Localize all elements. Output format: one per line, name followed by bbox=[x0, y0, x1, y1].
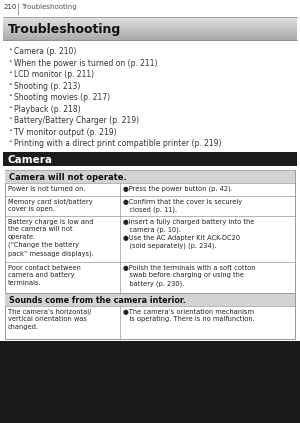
Bar bbox=[3, 19, 297, 21]
Bar bbox=[3, 25, 297, 27]
Bar bbox=[3, 23, 297, 25]
Bar bbox=[3, 37, 297, 38]
Bar bbox=[3, 32, 297, 33]
Bar bbox=[5, 293, 295, 306]
Text: Troubleshooting: Troubleshooting bbox=[8, 23, 121, 36]
Bar bbox=[5, 170, 295, 183]
Bar bbox=[3, 32, 297, 33]
Bar bbox=[3, 30, 297, 31]
Bar bbox=[3, 22, 297, 23]
Text: Poor contact between
camera and battery
terminals.: Poor contact between camera and battery … bbox=[8, 264, 81, 286]
Text: ●Confirm that the cover is securely
   closed (p. 11).: ●Confirm that the cover is securely clos… bbox=[123, 198, 242, 213]
Text: •: • bbox=[8, 127, 12, 132]
Bar bbox=[5, 170, 295, 339]
Bar bbox=[3, 27, 297, 28]
Text: TV monitor output (p. 219): TV monitor output (p. 219) bbox=[14, 127, 117, 137]
Text: Printing with a direct print compatible printer (p. 219): Printing with a direct print compatible … bbox=[14, 139, 221, 148]
Bar bbox=[3, 36, 297, 37]
Bar bbox=[3, 28, 297, 30]
Bar bbox=[3, 22, 297, 24]
Text: The camera’s horizontal/
vertical orientation was
changed.: The camera’s horizontal/ vertical orient… bbox=[8, 308, 91, 330]
Text: ●Insert a fully charged battery into the
   camera (p. 10).
●Use the AC Adapter : ●Insert a fully charged battery into the… bbox=[123, 219, 254, 249]
Bar bbox=[3, 31, 297, 32]
Text: Battery/Battery Charger (p. 219): Battery/Battery Charger (p. 219) bbox=[14, 116, 139, 125]
Bar bbox=[3, 28, 297, 29]
Text: •: • bbox=[8, 82, 12, 86]
Bar bbox=[3, 34, 297, 35]
Bar bbox=[3, 20, 297, 21]
Text: Sounds come from the camera interior.: Sounds come from the camera interior. bbox=[9, 296, 186, 305]
Text: Shooting (p. 213): Shooting (p. 213) bbox=[14, 82, 80, 91]
Bar bbox=[3, 29, 297, 30]
Text: •: • bbox=[8, 104, 12, 110]
Bar bbox=[3, 19, 297, 20]
Text: Playback (p. 218): Playback (p. 218) bbox=[14, 104, 81, 113]
Bar bbox=[3, 18, 297, 19]
Bar bbox=[3, 17, 297, 18]
Text: Camera will not operate.: Camera will not operate. bbox=[9, 173, 127, 181]
Text: Camera: Camera bbox=[8, 155, 53, 165]
Text: Power is not turned on.: Power is not turned on. bbox=[8, 186, 85, 192]
Bar bbox=[3, 36, 297, 37]
Bar bbox=[3, 152, 297, 166]
Text: •: • bbox=[8, 70, 12, 75]
Text: •: • bbox=[8, 47, 12, 52]
Bar bbox=[3, 38, 297, 39]
Bar bbox=[3, 24, 297, 25]
Text: •: • bbox=[8, 116, 12, 121]
Bar bbox=[3, 26, 297, 27]
Text: ●The camera’s orientation mechanism
   is operating. There is no malfunction.: ●The camera’s orientation mechanism is o… bbox=[123, 308, 255, 322]
Text: Memory card slot/battery
cover is open.: Memory card slot/battery cover is open. bbox=[8, 198, 93, 212]
Bar bbox=[3, 39, 297, 41]
Bar bbox=[3, 35, 297, 36]
Bar bbox=[3, 38, 297, 40]
Text: 210: 210 bbox=[4, 4, 17, 10]
Text: ●Polish the terminals with a soft cotton
   swab before charging or using the
  : ●Polish the terminals with a soft cotton… bbox=[123, 264, 256, 286]
Bar bbox=[0, 341, 300, 423]
Text: •: • bbox=[8, 93, 12, 98]
Text: Battery charge is low and
the camera will not
operate.
(“Change the battery
pack: Battery charge is low and the camera wil… bbox=[8, 219, 94, 256]
Text: Shooting movies (p. 217): Shooting movies (p. 217) bbox=[14, 93, 110, 102]
Text: •: • bbox=[8, 139, 12, 144]
Text: Camera (p. 210): Camera (p. 210) bbox=[14, 47, 76, 56]
Text: When the power is turned on (p. 211): When the power is turned on (p. 211) bbox=[14, 58, 158, 68]
Text: Troubleshooting: Troubleshooting bbox=[21, 4, 76, 10]
Bar bbox=[3, 33, 297, 34]
Bar bbox=[3, 25, 297, 26]
Text: •: • bbox=[8, 58, 12, 63]
Text: LCD monitor (p. 211): LCD monitor (p. 211) bbox=[14, 70, 94, 79]
Text: ●Press the power button (p. 42).: ●Press the power button (p. 42). bbox=[123, 186, 233, 192]
Bar bbox=[3, 21, 297, 22]
